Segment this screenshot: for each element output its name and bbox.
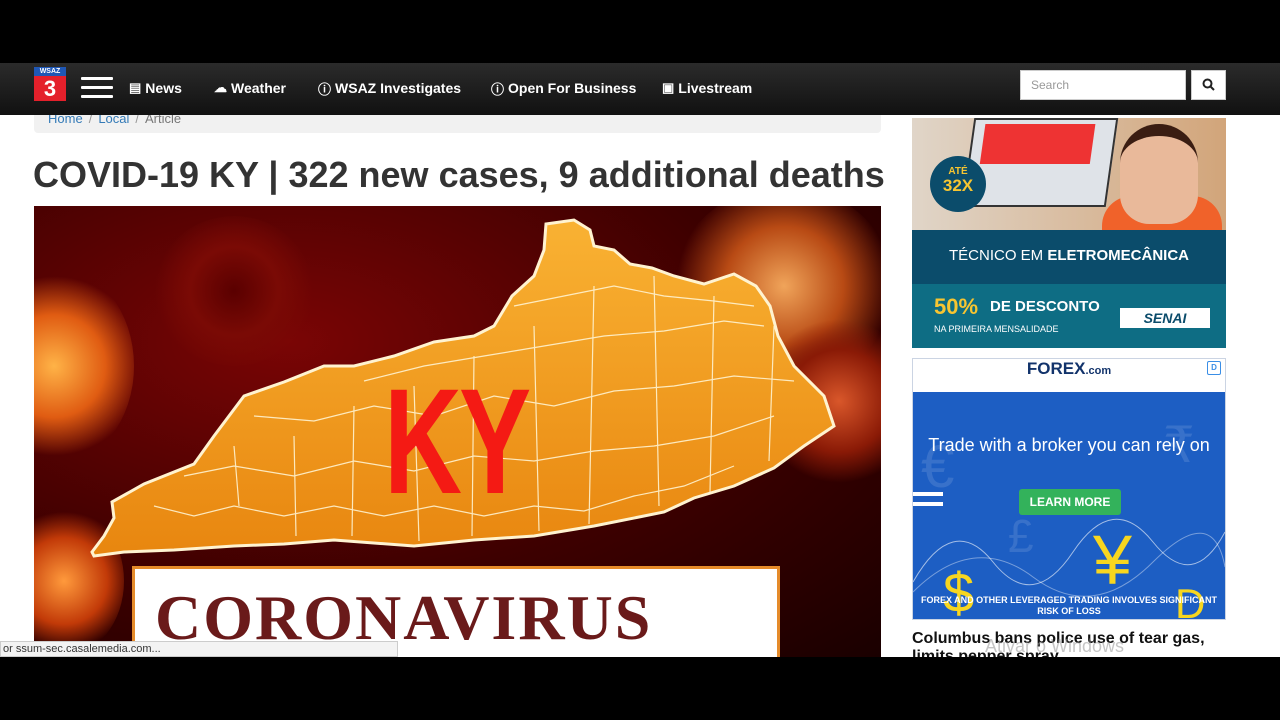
forex-brand-suffix: .com [1085,365,1112,377]
course-name: ELETROMECÂNICA [1047,247,1189,264]
forex-tagline: Trade with a broker you can rely on [928,435,1210,455]
promo-subtext: NA PRIMEIRA MENSALIDADE [934,324,1059,334]
ad-forex[interactable]: FOREX.com D € ₹ £ $ ¥ D Trade with a bro… [912,358,1226,620]
svg-text:D: D [1175,580,1205,620]
nav-item-news[interactable]: ▤ News [129,78,182,98]
svg-text:€: € [921,433,954,500]
info-icon: ⓘ [318,81,332,97]
installments-badge: ATÉ 32X [930,156,986,212]
newspaper-icon: ▤ [129,80,142,95]
course-prefix: TÉCNICO EM [948,247,1044,264]
learn-more-button[interactable]: LEARN MORE [1019,489,1121,515]
kentucky-map [90,218,836,558]
ad-promo: 50% DE DESCONTO NA PRIMEIRA MENSALIDADE … [912,284,1226,348]
logo-station-text: WSAZ [34,67,66,76]
info-icon: ⓘ [491,81,505,97]
nav-label: Livestream [678,80,753,96]
hero-coronavirus-banner: CORONAVIRUS [132,566,780,657]
nav-item-open-for-business[interactable]: ⓘ Open For Business [491,78,636,98]
wsaz-logo[interactable]: WSAZ 3 [34,67,66,101]
cloud-icon: ☁ [214,80,227,95]
nav-label: WSAZ Investigates [335,80,462,96]
svg-text:$: $ [943,561,974,620]
forex-disclaimer: FOREX AND OTHER LEVERAGED TRADING INVOLV… [920,595,1217,616]
top-navigation-bar: WSAZ 3 ▤ News ☁ Weather ⓘ WSAZ Investigates… [0,63,1280,115]
promo-discount: DE DESCONTO [990,298,1100,315]
nav-label: News [145,80,182,96]
woman-illustration [1120,124,1198,224]
badge-big-text: 32X [942,176,974,195]
browser-status-bar: or ssum-sec.casalemedia.com... [0,641,398,657]
forex-brand: FOREX [1026,359,1086,378]
currency-background: € ₹ £ $ ¥ D [913,417,1225,620]
sidebar-story-link[interactable]: Columbus bans police use of tear gas, li… [912,630,1205,657]
adchoices-icon[interactable]: D [1207,361,1221,375]
senai-logo: SENAI [1120,308,1210,328]
browser-page: WSAZ 3 ▤ News ☁ Weather ⓘ WSAZ Investigates… [0,63,1280,657]
search-button[interactable] [1191,70,1226,100]
logo-channel-number: 3 [34,76,66,101]
windows-activation-watermark: Ativar o Windows [985,636,1125,656]
forex-logo: FOREX.com [913,359,1225,392]
nav-item-livestream[interactable]: ▣ Livestream [662,78,752,98]
hamburger-menu-icon[interactable] [81,77,113,99]
nav-label: Open For Business [508,80,637,96]
nav-item-wsaz-investigates[interactable]: ⓘ WSAZ Investigates [318,78,461,98]
nav-item-weather[interactable]: ☁ Weather [214,78,286,98]
article-headline: COVID-19 KY | 322 new cases, 9 additiona… [33,154,885,195]
badge-top-text: ATÉ [948,166,968,177]
search-icon [1202,78,1215,91]
svg-text:£: £ [1008,510,1034,562]
article-hero-image: KY CORONAVIRUS [34,206,881,657]
ad-senai[interactable]: ATÉ 32X TÉCNICO EM ELETROMECÂNICA 50% DE… [912,118,1226,348]
video-camera-icon: ▣ [662,80,675,95]
ad-course-line: TÉCNICO EM ELETROMECÂNICA [912,230,1226,284]
search-input[interactable] [1020,70,1186,100]
svg-text:₹: ₹ [1163,417,1195,473]
nav-label: Weather [231,80,286,96]
hero-ky-text: KY [384,357,531,525]
promo-percent: 50% [934,294,979,319]
svg-text:¥: ¥ [1092,521,1133,599]
